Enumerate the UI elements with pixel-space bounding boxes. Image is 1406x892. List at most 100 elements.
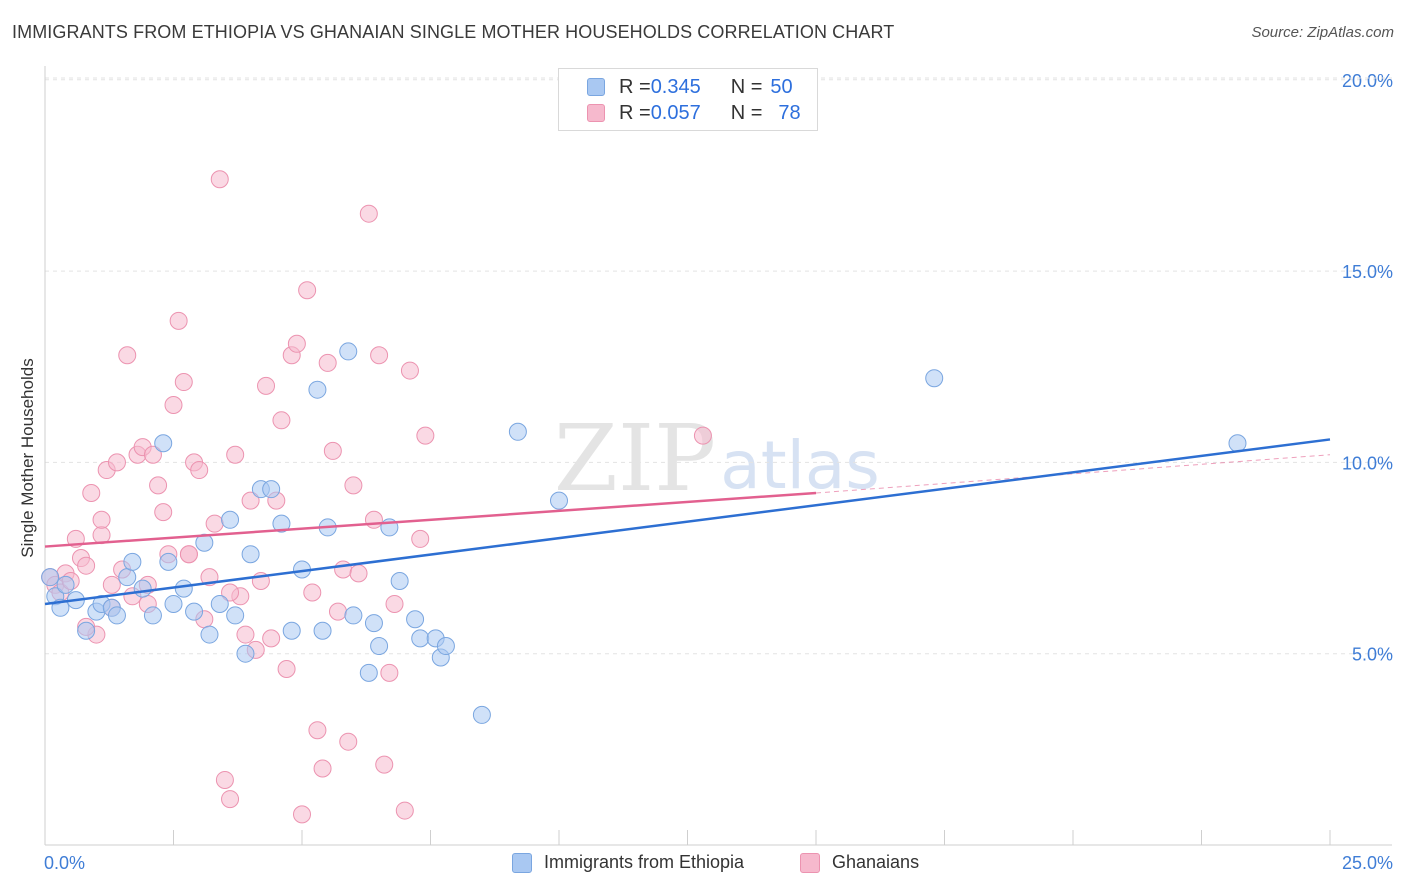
- ghanaian-point: [287, 334, 306, 353]
- ghanaian-point: [241, 491, 260, 510]
- correlation-legend: R = 0.345 N = 50 R = 0.057 N = 78: [558, 68, 818, 131]
- legend-n-label: N =: [730, 101, 763, 124]
- ethiopia-point: [364, 614, 383, 633]
- ghanaian-point: [205, 514, 224, 533]
- legend-n-value: 50: [770, 75, 793, 98]
- ghanaian-point: [262, 629, 281, 648]
- ethiopia-point: [174, 579, 193, 598]
- ghanaian-point: [102, 575, 121, 594]
- ghanaian-point: [298, 281, 317, 300]
- ghanaian-point: [174, 373, 193, 392]
- ghanaian-point: [221, 583, 240, 602]
- ghanaian-point: [92, 510, 111, 529]
- ghanaian-point: [118, 346, 137, 365]
- bottom-legend-ghanaian: Ghanaians: [800, 852, 919, 873]
- ghanaian-point: [339, 732, 358, 751]
- ghanaian-point: [154, 503, 173, 522]
- ghanaian-point: [293, 805, 311, 824]
- ethiopia-point: [472, 705, 491, 724]
- ghanaian-point: [416, 426, 435, 445]
- ethiopia-point: [77, 621, 96, 640]
- ghanaian-point: [693, 426, 712, 445]
- ethiopia-point: [123, 552, 142, 571]
- ethiopia-point: [164, 594, 183, 613]
- ghanaian-point: [257, 376, 276, 395]
- ethiopia-point: [1228, 434, 1247, 453]
- ghanaian-point: [169, 311, 188, 330]
- ghanaian-point: [143, 445, 162, 464]
- ghanaian-point: [375, 755, 394, 774]
- ghanaian-point: [323, 441, 342, 460]
- bottom-legend-swatch-ghanaian: [800, 852, 820, 873]
- ghanaian-trend-line: [44, 491, 817, 548]
- y-tick-label: 20.0%: [1342, 71, 1393, 91]
- ethiopia-point: [370, 637, 389, 656]
- bottom-legend-swatch-ethiopia: [512, 852, 532, 873]
- ghanaian-point: [215, 770, 234, 789]
- ghanaian-point: [236, 625, 255, 644]
- ethiopia-point: [282, 621, 301, 640]
- ghanaian-point: [149, 476, 168, 495]
- ethiopia-point: [185, 602, 204, 621]
- bottom-legend-ethiopia: Immigrants from Ethiopia: [512, 852, 744, 873]
- ghanaian-point: [77, 556, 96, 575]
- ghanaian-point: [221, 790, 240, 809]
- ethiopia-point: [390, 572, 409, 590]
- ethiopia-point: [262, 480, 281, 499]
- ghanaian-point: [179, 545, 198, 564]
- ethiopia-point: [359, 663, 378, 682]
- ethiopia-point: [159, 552, 178, 571]
- ethiopia-point: [925, 369, 944, 388]
- ethiopia-point: [143, 606, 162, 625]
- ethiopia-point: [41, 568, 60, 587]
- ghanaian-point: [308, 721, 327, 740]
- ethiopia-point: [550, 491, 568, 510]
- ghanaian-point: [395, 801, 414, 820]
- ghanaian-point: [380, 663, 399, 682]
- ghanaian-point: [364, 510, 383, 529]
- ghanaian-point: [400, 361, 419, 380]
- ghanaian-point: [359, 204, 378, 223]
- ethiopia-point: [195, 533, 214, 552]
- ethiopia-point: [221, 510, 240, 529]
- ghanaian-point: [82, 484, 101, 502]
- ethiopia-point: [313, 621, 332, 640]
- ethiopia-point: [154, 434, 173, 453]
- bottom-legend-label-ghanaian: Ghanaians: [832, 852, 920, 872]
- ethiopia-point: [308, 380, 327, 399]
- ethiopia-point: [339, 342, 358, 361]
- ghanaian-point: [210, 170, 229, 189]
- ghanaian-point: [349, 564, 368, 583]
- ethiopia-point: [272, 514, 291, 533]
- ethiopia-point: [118, 568, 137, 587]
- legend-r-label: R =: [619, 75, 651, 98]
- legend-row-ethiopia: R = 0.345 N = 50: [559, 74, 793, 100]
- ghanaian-point: [226, 445, 245, 464]
- watermark-zip: ZIP: [554, 405, 716, 512]
- ethiopia-point: [200, 625, 219, 644]
- legend-r-value: 0.345: [650, 75, 701, 98]
- chart-source: Source: ZipAtlas.com: [1251, 24, 1394, 41]
- legend-n-value: 78: [778, 101, 801, 124]
- ethiopia-point: [411, 629, 430, 648]
- ghanaian-point: [328, 602, 347, 621]
- legend-n-label: N =: [730, 75, 763, 98]
- ethiopia-point: [241, 545, 260, 564]
- ethiopia-point: [436, 637, 455, 656]
- ghanaian-trend-extension: [815, 454, 1331, 494]
- ghanaian-point: [272, 411, 291, 430]
- ghanaian-point: [107, 453, 126, 472]
- ghanaian-point: [344, 476, 363, 495]
- ghanaian-point: [277, 660, 296, 678]
- legend-swatch-ethiopia: [587, 78, 605, 96]
- legend-row-ghanaian: R = 0.057 N = 78: [559, 100, 801, 126]
- ghanaian-point: [334, 560, 353, 579]
- ghanaian-point: [164, 396, 183, 414]
- ethiopia-point: [344, 606, 363, 625]
- ethiopia-point: [226, 606, 245, 625]
- ghanaian-point: [303, 583, 322, 602]
- legend-r-value: 0.057: [650, 101, 701, 124]
- legend-swatch-ghanaian: [587, 104, 605, 122]
- y-tick-label: 5.0%: [1352, 645, 1393, 665]
